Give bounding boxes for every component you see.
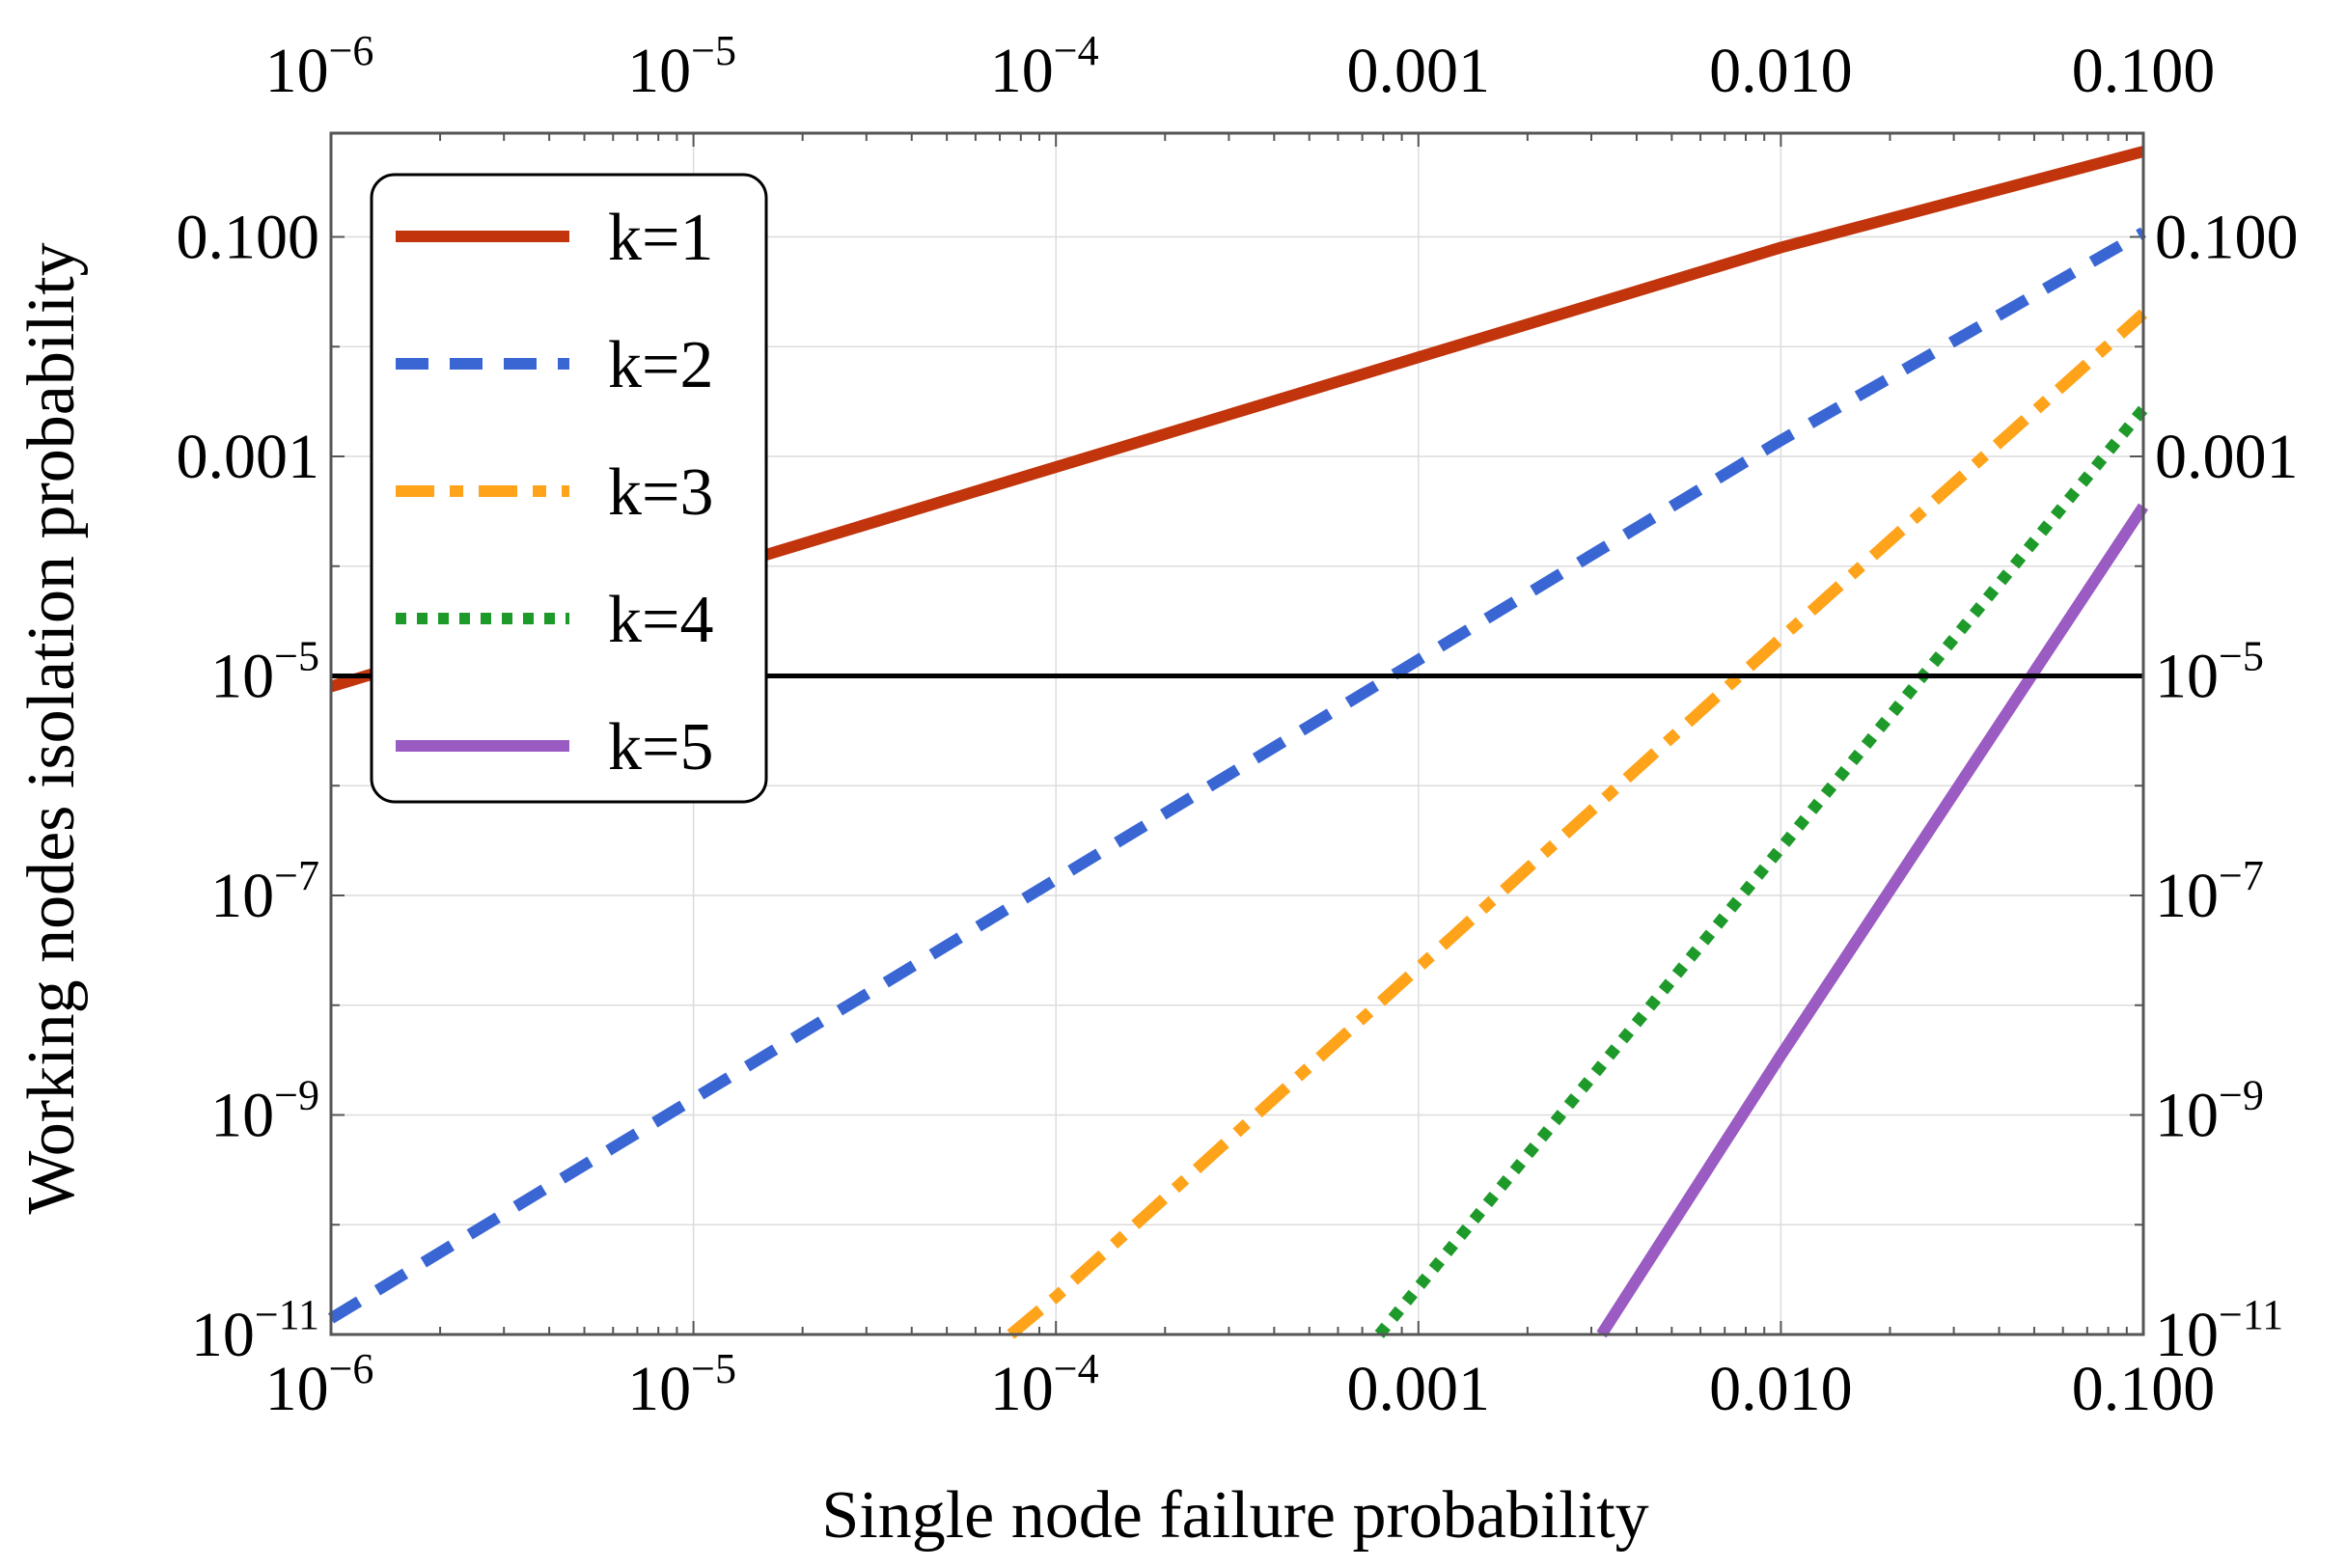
plot-frame [329,131,2145,1336]
x-tick-label-bottom: 0.100 [2072,1354,2216,1424]
y-axis-title: Working nodes isolation probability [14,242,89,1214]
tick-labels: 10−6 10−6 10−5 10−5 10−4 10−4 0.001 0.001 0.010 0… [177,27,2299,1424]
y-tick-label-right: 10−9 [2155,1072,2264,1151]
y-tick-label-right: 10−7 [2155,852,2264,931]
x-tick-label-bottom: 0.001 [1347,1354,1491,1424]
x-tick-label-top: 0.001 [1347,36,1491,106]
y-tick-label-left: 0.001 [177,422,320,492]
x-tick-label-top: 0.010 [1709,36,1853,106]
x-tick-label-top: 10−6 [265,27,374,106]
y-tick-label-left: 10−7 [210,852,319,931]
y-tick-label-left: 10−11 [191,1291,319,1370]
x-axis-title: Single node failure probability [821,1478,1648,1553]
legend-label: k=5 [608,710,713,784]
y-tick-label-right: 10−11 [2155,1291,2283,1370]
legend-label: k=3 [608,455,713,530]
series-line-k=3 [1007,309,2148,1339]
legend-label: k=1 [608,201,713,275]
y-tick-label-right: 0.001 [2155,422,2299,492]
legend: k=1 k=2 k=3 k=4 k=5 [370,173,768,804]
legend-label: k=2 [608,328,713,402]
y-tick-label-left: 10−5 [210,633,319,712]
y-tick-label-left: 0.100 [177,203,320,273]
series-line-k=4 [1374,405,2148,1338]
x-tick-label-bottom: 0.010 [1709,1354,1853,1424]
series-line-k=2 [327,227,2146,1324]
x-tick-label-bottom: 10−6 [265,1345,374,1424]
x-tick-label-bottom: 10−5 [627,1345,736,1424]
x-tick-label-bottom: 10−4 [990,1345,1099,1424]
x-tick-label-top: 10−5 [627,27,736,106]
legend-label: k=4 [608,583,713,657]
x-tick-label-top: 0.100 [2072,36,2216,106]
y-tick-label-left: 10−9 [210,1072,319,1151]
y-tick-label-right: 0.100 [2155,203,2299,273]
x-tick-label-top: 10−4 [990,27,1099,106]
series-line-k=5 [1596,503,2149,1338]
y-tick-label-right: 10−5 [2155,633,2264,712]
